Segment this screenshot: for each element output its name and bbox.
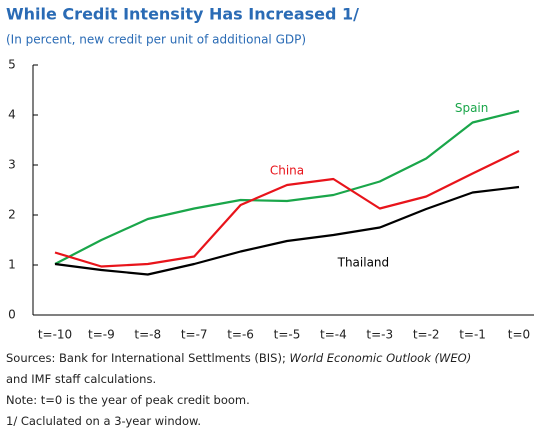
- series-label: Spain: [455, 101, 489, 115]
- x-tick-label: t=-10: [38, 328, 72, 342]
- chart-subtitle: (In percent, new credit per unit of addi…: [6, 33, 306, 47]
- x-tick-label: t=-8: [134, 328, 161, 342]
- chart-title: While Credit Intensity Has Increased 1/: [6, 5, 359, 24]
- x-tick-label: t=-4: [320, 328, 347, 342]
- x-tick-label: t=-1: [459, 328, 486, 342]
- series-label: China: [270, 164, 304, 178]
- sources-line: Sources: Bank for International Settlmen…: [6, 348, 536, 369]
- series-line: [54, 109, 520, 265]
- chart: While Credit Intensity Has Increased 1/ …: [6, 5, 534, 342]
- sources: Sources: Bank for International Settlmen…: [6, 351, 290, 365]
- notes: Sources: Bank for International Settlmen…: [6, 348, 536, 432]
- series-line: [54, 185, 520, 276]
- x-tick-label: t=-9: [88, 328, 115, 342]
- x-tick-label: t=-3: [366, 328, 393, 342]
- y-tick-label: 1: [8, 258, 16, 272]
- sources-italic: World Economic Outlook (WEO): [289, 351, 472, 365]
- x-tick-label: t=0: [508, 328, 530, 342]
- x-tick-label: t=-6: [227, 328, 254, 342]
- footnote: 1/ Caclulated on a 3-year window.: [6, 414, 202, 428]
- y-tick-label: 3: [8, 158, 16, 172]
- series-label: Thailand: [337, 256, 390, 270]
- x-tick-label: t=-5: [274, 328, 301, 342]
- note: Note: t=0 is the year of peak credit boo…: [6, 393, 250, 407]
- x-tick-label: t=-7: [181, 328, 208, 342]
- y-tick-label: 0: [8, 308, 16, 322]
- y-tick-label: 5: [8, 58, 16, 72]
- y-tick-label: 2: [8, 208, 16, 222]
- sources-line: and IMF staff calculations.: [6, 372, 157, 386]
- series-line: [54, 150, 520, 268]
- y-tick-label: 4: [8, 108, 16, 122]
- x-tick-label: t=-2: [413, 328, 440, 342]
